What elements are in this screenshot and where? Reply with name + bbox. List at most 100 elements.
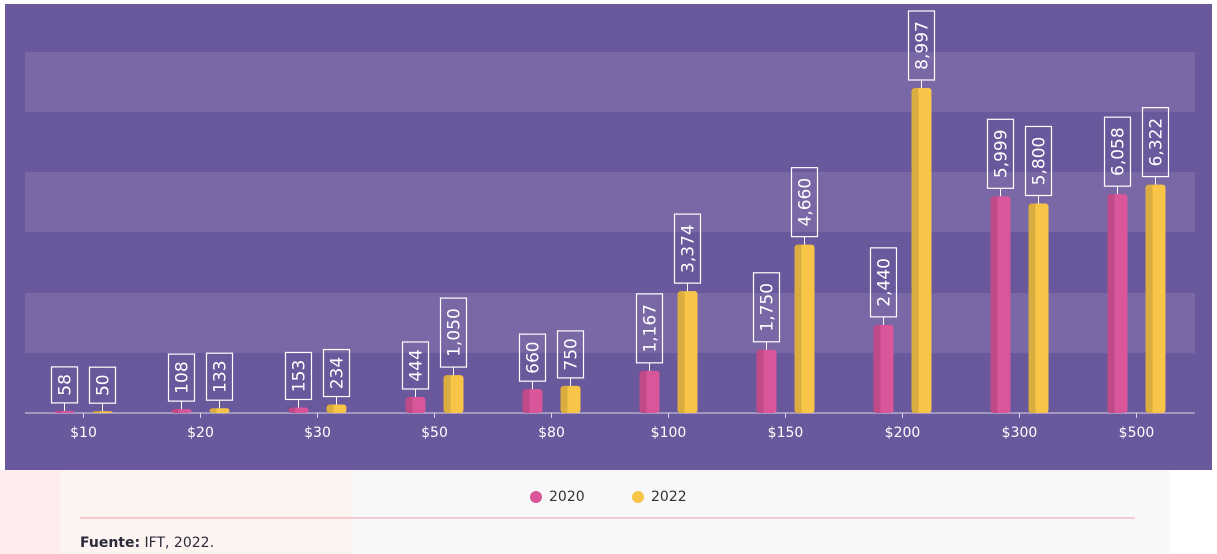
value-label: 5,999 <box>992 129 1012 178</box>
bar-shade <box>1028 203 1036 413</box>
bar-shade <box>209 408 217 413</box>
bar-shade <box>54 410 62 413</box>
source: Fuente: IFT, 2022. <box>80 535 214 551</box>
value-label: 1,167 <box>641 304 661 353</box>
label-box <box>205 352 234 401</box>
bar-shade <box>1107 194 1115 413</box>
value-label: 58 <box>56 374 76 396</box>
value-label: 108 <box>173 361 193 393</box>
bar <box>990 196 1011 413</box>
bar-shade <box>443 375 451 413</box>
value-label: 234 <box>328 357 348 389</box>
label-box <box>635 293 664 364</box>
value-label: 2,440 <box>875 258 895 307</box>
band <box>25 293 1195 353</box>
bar <box>794 244 815 413</box>
bar <box>405 396 426 413</box>
x-tick-label: $20 <box>187 425 214 441</box>
bar <box>54 410 75 413</box>
value-label: 133 <box>211 360 231 392</box>
bar-shade <box>522 389 530 413</box>
legend-panel-left <box>60 470 352 554</box>
x-tick-label: $500 <box>1119 425 1155 441</box>
side-panel <box>0 470 60 554</box>
label-box <box>986 118 1015 189</box>
label-box <box>1141 107 1170 178</box>
label-box <box>556 330 585 379</box>
value-label: 5,800 <box>1030 137 1050 186</box>
value-label: 50 <box>94 374 114 396</box>
label-box <box>50 366 79 404</box>
bar-shade <box>911 88 919 413</box>
bar <box>522 389 543 413</box>
value-label: 444 <box>407 349 427 381</box>
bar <box>756 349 777 413</box>
legend-label: 2022 <box>651 489 687 505</box>
bar <box>639 370 660 413</box>
bar <box>1107 194 1128 413</box>
bar-shade <box>990 196 998 413</box>
label-box <box>752 272 781 343</box>
source-text: IFT, 2022. <box>145 535 214 551</box>
label-box <box>88 366 117 404</box>
band <box>25 172 1195 232</box>
bar-shade <box>756 349 764 413</box>
value-label: 1,750 <box>758 283 778 332</box>
bar-shade <box>288 407 296 413</box>
bar-shade <box>639 370 647 413</box>
label-box <box>869 247 898 318</box>
legend-marker <box>632 491 644 503</box>
label-box <box>1103 116 1132 187</box>
bar <box>1145 184 1166 413</box>
bar <box>911 88 932 413</box>
bar-shade <box>1145 184 1153 413</box>
x-tick-label: $200 <box>885 425 921 441</box>
value-label: 6,058 <box>1109 127 1129 176</box>
bar <box>92 411 113 413</box>
legend-label: 2020 <box>549 489 585 505</box>
bar <box>560 385 581 413</box>
band <box>25 52 1195 112</box>
bar-shade <box>873 324 881 413</box>
bar <box>443 375 464 413</box>
x-tick-label: $100 <box>651 425 687 441</box>
label-box <box>907 10 936 81</box>
label-box <box>439 297 468 368</box>
legend-marker <box>530 491 542 503</box>
x-tick-label: $30 <box>304 425 331 441</box>
x-tick-label: $300 <box>1002 425 1038 441</box>
label-box <box>322 348 351 398</box>
bar-shade <box>677 291 685 413</box>
label-box <box>673 213 702 284</box>
value-label: 750 <box>562 338 582 370</box>
label-box <box>790 167 819 238</box>
bar-shade <box>92 411 100 413</box>
label-box <box>284 351 313 401</box>
value-label: 6,322 <box>1147 118 1167 167</box>
bar <box>326 404 347 413</box>
value-label: 153 <box>290 360 310 392</box>
label-box <box>518 333 547 382</box>
bar-shade <box>405 396 413 413</box>
bar-shade <box>171 409 179 413</box>
bar-shade <box>794 244 802 413</box>
x-tick-label: $10 <box>70 425 97 441</box>
bar-shade <box>560 385 568 413</box>
x-tick-label: $50 <box>421 425 448 441</box>
bar <box>873 324 894 413</box>
source-label: Fuente: <box>80 535 140 551</box>
label-box <box>167 353 196 402</box>
bar-shade <box>326 404 334 413</box>
x-tick-label: $80 <box>538 425 565 441</box>
bar <box>1028 203 1049 413</box>
value-label: 8,997 <box>913 21 933 70</box>
value-label: 4,660 <box>796 178 816 227</box>
value-label: 660 <box>524 341 544 373</box>
bar <box>677 291 698 413</box>
value-label: 1,050 <box>445 308 465 357</box>
bar <box>171 409 192 413</box>
bar <box>288 407 309 413</box>
x-tick-label: $150 <box>768 425 804 441</box>
